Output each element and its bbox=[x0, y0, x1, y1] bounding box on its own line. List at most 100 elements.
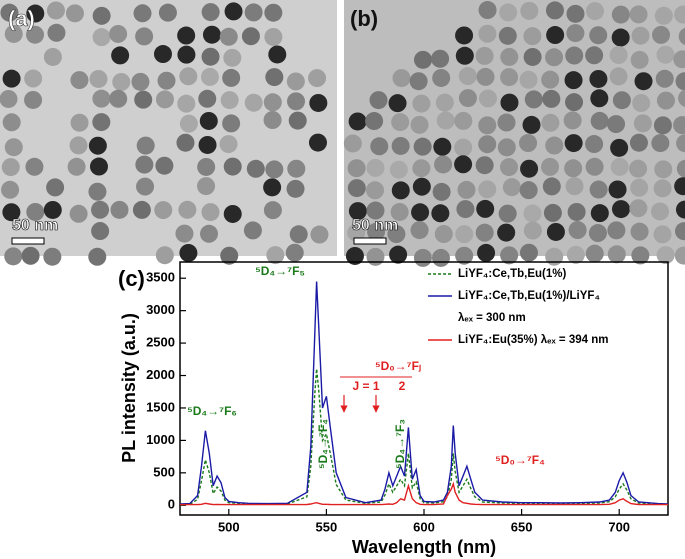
nanoparticle bbox=[197, 157, 216, 176]
nanoparticle bbox=[91, 222, 110, 241]
nanoparticle bbox=[676, 134, 685, 153]
nanoparticle bbox=[241, 27, 260, 46]
nanoparticle bbox=[224, 2, 243, 21]
nanoparticle bbox=[545, 136, 564, 155]
nanoparticle bbox=[219, 27, 238, 46]
nanoparticle bbox=[589, 69, 608, 88]
nanoparticle bbox=[47, 23, 66, 42]
nanoparticle bbox=[431, 248, 450, 267]
x-tick-label: 650 bbox=[511, 519, 533, 534]
nanoparticle bbox=[263, 111, 282, 130]
nanoparticle bbox=[478, 116, 497, 135]
panel-label: (a) bbox=[8, 6, 35, 31]
nanoparticle bbox=[287, 159, 306, 178]
nanoparticle bbox=[200, 224, 219, 243]
nanoparticle bbox=[676, 159, 685, 178]
nanoparticle bbox=[458, 89, 477, 108]
nanoparticle bbox=[370, 137, 389, 156]
nanoparticle bbox=[630, 50, 649, 69]
nanoparticle bbox=[201, 203, 220, 222]
nanoparticle bbox=[497, 138, 516, 157]
nanoparticle bbox=[656, 45, 675, 64]
nanoparticle bbox=[523, 204, 542, 223]
nanoparticle bbox=[220, 246, 239, 265]
nanoparticle bbox=[455, 26, 474, 45]
nanoparticle bbox=[630, 178, 649, 197]
nanoparticle bbox=[348, 202, 367, 221]
nanoparticle bbox=[366, 201, 385, 220]
nanoparticle bbox=[366, 247, 385, 266]
nanoparticle bbox=[65, 4, 84, 23]
nanoparticle bbox=[365, 112, 384, 131]
nanoparticle bbox=[1, 158, 20, 177]
nanoparticle bbox=[563, 111, 582, 130]
nanoparticle bbox=[523, 27, 542, 46]
nanoparticle bbox=[412, 94, 431, 113]
nanoparticle bbox=[89, 157, 108, 176]
nanoparticle bbox=[500, 93, 519, 112]
nanoparticle bbox=[476, 199, 495, 218]
nanoparticle bbox=[497, 223, 516, 242]
nanoparticle bbox=[678, 89, 685, 107]
nanoparticle bbox=[288, 111, 307, 130]
nanoparticle bbox=[223, 48, 242, 67]
nanoparticle bbox=[43, 247, 62, 266]
annotation: ⁵D₀→⁷F₄ bbox=[495, 453, 545, 467]
nanoparticle bbox=[500, 68, 519, 87]
nanoparticle bbox=[568, 221, 587, 240]
nanoparticle bbox=[629, 159, 648, 178]
scale-bar bbox=[11, 237, 45, 245]
nanoparticle bbox=[612, 91, 631, 110]
nanoparticle bbox=[200, 67, 219, 86]
nanoparticle bbox=[179, 243, 198, 262]
nanoparticle bbox=[92, 6, 111, 25]
nanoparticle bbox=[25, 157, 44, 176]
nanoparticle bbox=[92, 89, 111, 108]
nanoparticle bbox=[109, 89, 128, 108]
x-tick-label: 600 bbox=[413, 519, 435, 534]
nanoparticle bbox=[497, 113, 516, 132]
nanoparticle bbox=[564, 159, 583, 178]
nanoparticle bbox=[656, 91, 675, 110]
nanoparticle bbox=[499, 158, 518, 177]
y-tick-label: 1500 bbox=[146, 399, 175, 414]
nanoparticle bbox=[610, 138, 629, 157]
nanoparticle bbox=[24, 69, 43, 88]
nanoparticle bbox=[4, 138, 23, 157]
nanoparticle bbox=[520, 159, 539, 178]
nanoparticle bbox=[4, 24, 23, 43]
nanoparticle bbox=[155, 246, 174, 265]
nanoparticle bbox=[629, 5, 648, 24]
nanoparticle bbox=[289, 225, 308, 244]
nanoparticle bbox=[153, 45, 172, 64]
nanoparticle bbox=[589, 26, 608, 45]
nanoparticle bbox=[652, 25, 671, 44]
legend-label: LiYF₄:Ce,Tb,Eu(1%) bbox=[458, 268, 567, 280]
nanoparticle bbox=[310, 225, 329, 244]
nanoparticle bbox=[523, 221, 542, 240]
nanoparticle bbox=[673, 50, 685, 69]
nanoparticle bbox=[499, 3, 518, 22]
nanoparticle bbox=[92, 113, 111, 132]
scale-bar-label: 50 nm bbox=[12, 217, 58, 234]
nanoparticle bbox=[566, 4, 585, 23]
nanoparticle bbox=[566, 245, 585, 264]
nanoparticle bbox=[389, 160, 408, 179]
nanoparticle bbox=[131, 72, 150, 91]
nanoparticle bbox=[24, 90, 43, 109]
nanoparticle bbox=[609, 67, 628, 86]
nanoparticle bbox=[201, 47, 220, 66]
nanoparticle bbox=[436, 111, 455, 130]
nanoparticle bbox=[478, 1, 497, 20]
nanoparticle bbox=[287, 92, 306, 111]
nanoparticle bbox=[629, 133, 648, 152]
nanoparticle bbox=[478, 24, 497, 43]
nanoparticle bbox=[456, 200, 475, 219]
y-tick-label: 500 bbox=[153, 464, 175, 479]
nanoparticle bbox=[347, 223, 366, 242]
nanoparticle bbox=[88, 136, 107, 155]
nanoparticle bbox=[198, 135, 217, 154]
nanoparticle bbox=[520, 1, 539, 20]
nanoparticle bbox=[223, 204, 242, 223]
nanoparticle bbox=[412, 159, 431, 178]
